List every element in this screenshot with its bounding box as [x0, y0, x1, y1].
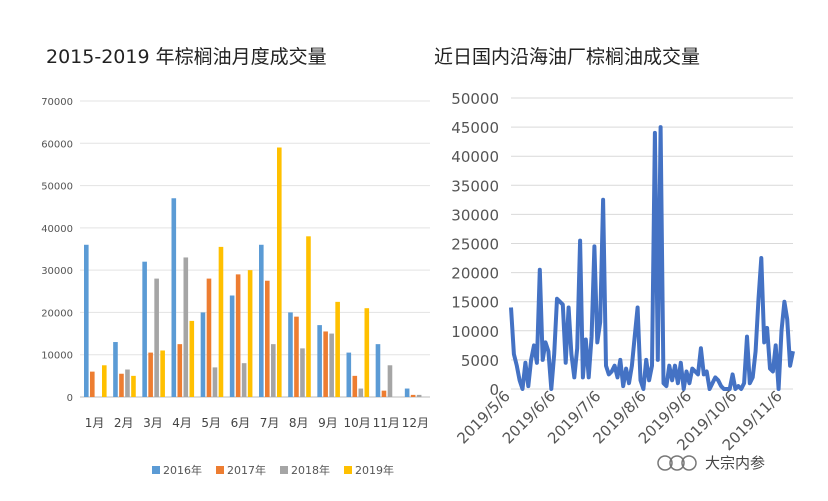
wechat-logo-icon	[657, 454, 697, 471]
bar-x-tick-label: 7月	[260, 416, 280, 430]
bar-x-tick-label: 10月	[343, 416, 370, 430]
line-chart: 0 5000 10000 15000 20000 25000 30000 35000 40000…	[451, 90, 795, 454]
bar-2016年	[259, 244, 264, 397]
left-chart-title: 2015-2019 年棕榈油月度成交量	[46, 46, 327, 68]
line-y-tick-label: 10000	[451, 323, 499, 341]
bar-2019年	[247, 270, 253, 397]
legend-swatch-2017	[216, 466, 224, 474]
legend-label-2019: 2019年	[355, 464, 394, 477]
bar-2018年	[183, 257, 189, 397]
bar-2018年	[271, 344, 276, 397]
legend-swatch-2018	[280, 466, 288, 474]
bar-2017年	[177, 344, 183, 397]
bar-2017年	[148, 352, 153, 397]
bar-x-tick-label: 8月	[289, 416, 309, 430]
bar-2016年	[317, 325, 322, 397]
line-y-tick-label: 0	[489, 381, 499, 399]
bar-2019年	[189, 320, 195, 397]
bar-2016年	[375, 344, 381, 397]
bar-2018年	[212, 367, 218, 397]
bar-2019年	[102, 365, 107, 397]
legend-item-2016: 2016年	[152, 462, 202, 478]
bar-2019年	[218, 246, 224, 397]
bar-y-tick-label: 60000	[41, 139, 73, 150]
bar-x-tick-label: 6月	[231, 416, 251, 430]
bar-2016年	[171, 198, 177, 397]
bar-x-tick-label: 5月	[201, 416, 221, 430]
bar-2018年	[300, 348, 305, 397]
bar-y-tick-label: 20000	[41, 308, 73, 319]
legend-label-2017: 2017年	[227, 464, 266, 477]
right-chart-title: 近日国内沿海油厂棕榈油成交量	[434, 46, 701, 68]
bar-y-tick-label: 40000	[41, 224, 73, 235]
bar-2016年	[288, 312, 293, 397]
bar-2018年	[358, 388, 364, 397]
legend-swatch-2016	[152, 466, 160, 474]
legend-swatch-2019	[344, 466, 352, 474]
line-y-tick-label: 50000	[451, 90, 499, 108]
bar-2019年	[277, 147, 282, 397]
watermark: 大宗内参	[655, 452, 765, 473]
line-y-tick-label: 25000	[451, 236, 499, 254]
bar-x-tick-label: 12月	[402, 416, 429, 430]
line-y-tick-label: 45000	[451, 119, 499, 137]
bar-2016年	[84, 244, 89, 397]
bar-chart: 0 10000 20000 30000 40000 50000 60000 70000 1月 2月…	[41, 97, 430, 430]
legend-item-2017: 2017年	[216, 462, 266, 478]
bar-2016年	[404, 388, 410, 397]
bar-2017年	[90, 371, 95, 397]
bar-2018年	[329, 333, 334, 397]
legend-label-2016: 2016年	[163, 464, 202, 477]
line-y-tick-label: 5000	[461, 352, 499, 370]
bar-2017年	[381, 390, 387, 397]
bar-2017年	[410, 394, 416, 397]
bar-2018年	[241, 363, 247, 397]
bar-x-tick-label: 11月	[373, 416, 400, 430]
bar-2017年	[352, 375, 358, 397]
bar-y-tick-label: 50000	[41, 182, 73, 193]
bar-chart-legend: 2016年 2017年 2018年 2019年	[152, 462, 394, 478]
bar-2017年	[206, 278, 212, 397]
bar-2017年	[294, 316, 299, 397]
bar-y-tick-label: 70000	[41, 97, 73, 108]
bar-y-tick-label: 30000	[41, 266, 73, 277]
line-y-tick-label: 20000	[451, 265, 499, 283]
bar-2019年	[335, 301, 340, 397]
legend-label-2018: 2018年	[291, 464, 330, 477]
bar-x-tick-label: 1月	[85, 416, 105, 430]
legend-item-2019: 2019年	[344, 462, 394, 478]
bar-2017年	[119, 373, 124, 397]
bar-2018年	[416, 394, 422, 397]
bar-2018年	[387, 365, 393, 397]
bar-x-tick-label: 4月	[172, 416, 192, 430]
bar-2016年	[113, 342, 118, 397]
bar-2016年	[200, 312, 206, 397]
bar-y-tick-label: 0	[67, 393, 73, 404]
bar-2016年	[142, 261, 147, 397]
legend-item-2018: 2018年	[280, 462, 330, 478]
bar-2017年	[323, 331, 328, 397]
line-y-tick-label: 30000	[451, 206, 499, 224]
bar-2016年	[346, 352, 352, 397]
line-series	[509, 125, 795, 391]
line-y-tick-label: 15000	[451, 294, 499, 312]
bar-2016年	[229, 295, 235, 397]
bar-x-tick-label: 2月	[114, 416, 134, 430]
bar-2017年	[265, 280, 270, 397]
bar-2019年	[131, 375, 136, 397]
bar-y-tick-label: 10000	[41, 351, 73, 362]
bar-2017年	[235, 274, 241, 397]
bar-2019年	[160, 350, 165, 397]
watermark-text: 大宗内参	[705, 454, 766, 472]
bar-2018年	[125, 369, 130, 397]
bar-2019年	[306, 236, 311, 397]
line-y-tick-label: 40000	[451, 148, 499, 166]
line-y-tick-label: 35000	[451, 177, 499, 195]
bar-x-tick-label: 3月	[143, 416, 163, 430]
bar-x-tick-label: 9月	[318, 416, 338, 430]
bar-2019年	[364, 308, 370, 397]
bar-2018年	[154, 278, 159, 397]
